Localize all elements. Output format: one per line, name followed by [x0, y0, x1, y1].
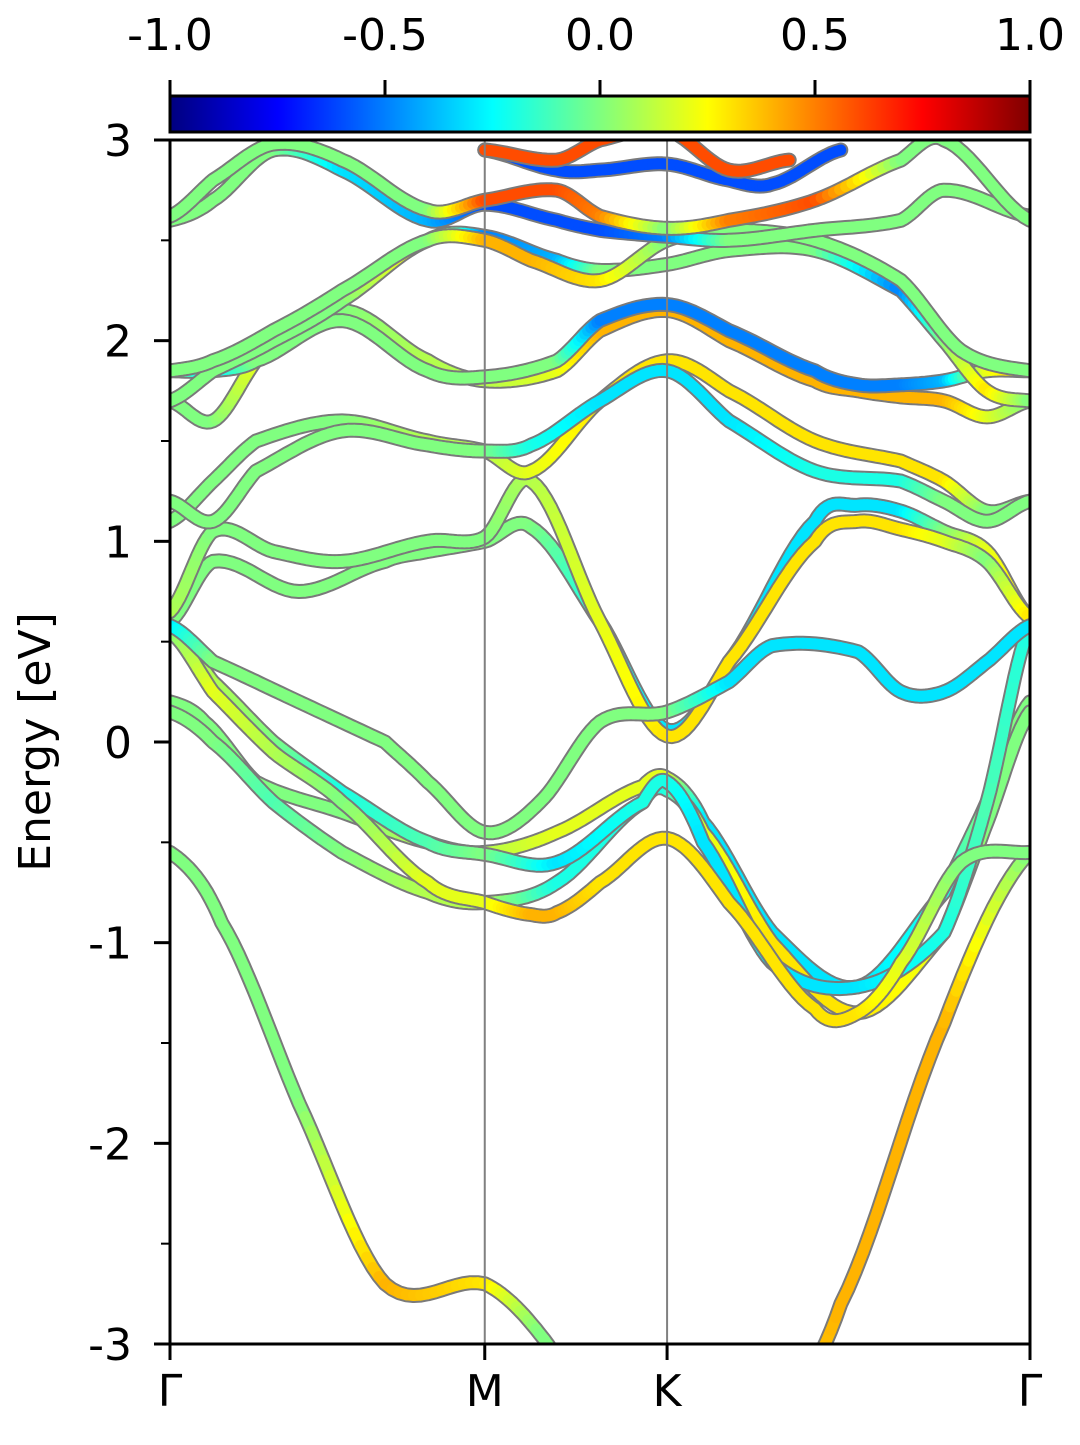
- band-segment: [806, 1371, 811, 1379]
- band-segment: [583, 1401, 587, 1408]
- band-segment: [553, 1352, 557, 1359]
- band-segment: [785, 160, 789, 161]
- band-segment: [610, 136, 615, 137]
- y-tick-label: 0: [104, 718, 132, 769]
- band-segment: [938, 137, 941, 138]
- band-segment: [787, 1400, 792, 1406]
- band-segment: [797, 1387, 802, 1394]
- y-axis: -3 -2 -1 0 1 2 3: [88, 116, 170, 1371]
- x-tick-label: Γ: [158, 1366, 183, 1417]
- band-segment: [772, 1419, 777, 1425]
- band-segment: [596, 1419, 600, 1424]
- colorbar-tick-label: -0.5: [342, 10, 428, 61]
- band-segment: [570, 1380, 574, 1387]
- y-tick-label: -3: [88, 1320, 132, 1371]
- band-segment: [932, 137, 935, 138]
- band-segment: [591, 1414, 595, 1420]
- band-segment: [619, 134, 624, 135]
- y-tick-label: 2: [104, 317, 132, 368]
- band-segment: [566, 1373, 570, 1380]
- colorbar-tick-label: 1.0: [995, 10, 1065, 61]
- colorbar-gradient: [170, 96, 1030, 132]
- colorbar-tick-label: 0.5: [780, 10, 850, 61]
- x-tick-label: K: [653, 1366, 683, 1417]
- band-segment: [557, 1358, 561, 1365]
- band-segment: [757, 1430, 765, 1435]
- colorbar: -1.0 -0.5 0.0 0.5 1.0: [127, 10, 1065, 132]
- band-segment: [676, 134, 680, 137]
- band-segment: [836, 150, 841, 152]
- band-segment: [600, 1424, 605, 1429]
- x-tick-label: Γ: [1018, 1366, 1043, 1417]
- band-segment: [605, 1429, 610, 1433]
- colorbar-tick-label: -1.0: [127, 10, 213, 61]
- band-segment: [610, 1433, 615, 1437]
- band-segment: [802, 1379, 807, 1387]
- band-segment: [777, 1413, 782, 1419]
- x-tick-label: M: [466, 1366, 504, 1417]
- colorbar-tick-label: 0.0: [565, 10, 635, 61]
- band-segment: [816, 1352, 821, 1362]
- colorbar-ticks: -1.0 -0.5 0.0 0.5 1.0: [127, 10, 1065, 96]
- band-segment: [579, 1394, 583, 1401]
- y-tick-label: -2: [88, 1119, 132, 1170]
- band-segment: [792, 1394, 797, 1401]
- band-segment: [587, 1408, 591, 1414]
- band-segment: [614, 135, 619, 136]
- y-tick-label: 1: [104, 517, 132, 568]
- band-segment: [782, 1407, 787, 1413]
- band-segment: [574, 1387, 578, 1394]
- band-segment: [811, 1362, 816, 1371]
- y-tick-label: -1: [88, 919, 132, 970]
- band-segment: [750, 1435, 758, 1440]
- y-tick-label: 3: [104, 116, 132, 167]
- band-segment: [548, 1345, 552, 1351]
- band-segment: [765, 1424, 773, 1430]
- band-segment: [561, 1365, 565, 1372]
- y-axis-label: Energy [eV]: [10, 612, 61, 872]
- bands-layer: [170, 129, 1030, 1440]
